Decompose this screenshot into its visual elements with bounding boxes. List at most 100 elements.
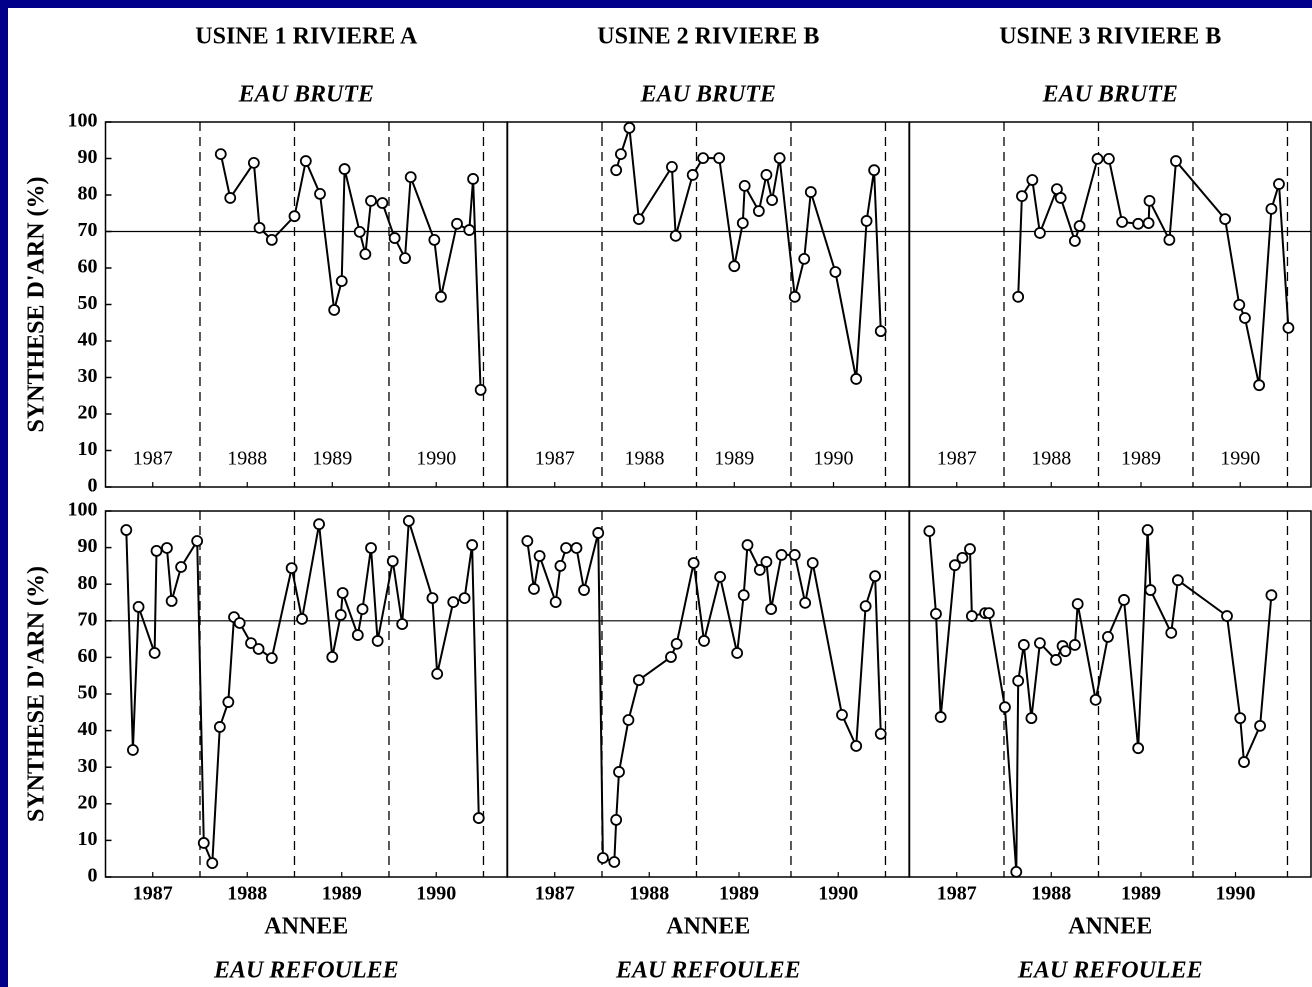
data-point: [1071, 598, 1084, 610]
data-point: [328, 304, 341, 316]
y-tick-label: 0: [88, 475, 98, 497]
data-point: [965, 610, 978, 622]
data-point: [1144, 584, 1157, 596]
data-point: [428, 233, 441, 246]
panel-subtitle: EAU BRUTE: [238, 82, 374, 108]
data-point: [127, 744, 139, 756]
data-point: [285, 562, 298, 574]
x-tick-label: 1989: [1121, 448, 1161, 470]
data-point: [314, 188, 326, 200]
plot-frame: [908, 121, 1312, 488]
data-point: [356, 603, 369, 615]
data-point: [1253, 379, 1266, 392]
data-point: [396, 618, 409, 630]
data-point: [799, 596, 812, 609]
data-point: [247, 156, 260, 169]
data-point: [610, 814, 623, 826]
panel-subtitle: EAU BRUTE: [1042, 82, 1178, 108]
data-point: [698, 635, 710, 647]
y-axis-label: SYNTHESE D'ARN (%): [24, 566, 50, 822]
data-point: [753, 564, 766, 576]
data-point: [265, 652, 278, 665]
data-point: [435, 290, 447, 303]
data-point: [150, 544, 163, 557]
data-point: [570, 542, 583, 554]
panel-title: USINE 3 RIVIERE B: [999, 24, 1221, 50]
data-point: [1234, 712, 1247, 725]
data-point: [365, 194, 377, 207]
data-point: [404, 171, 417, 184]
data-point: [622, 714, 635, 726]
data-point: [1219, 213, 1232, 225]
data-point: [1221, 610, 1233, 622]
data-point: [613, 766, 625, 778]
data-point: [326, 651, 339, 663]
x-tick-label: 1990: [1216, 883, 1256, 905]
y-tick-label: 50: [78, 292, 98, 314]
data-point: [1116, 216, 1129, 228]
data-point: [120, 524, 133, 536]
data-point: [623, 121, 636, 134]
data-point: [296, 613, 308, 625]
x-tick-label: 1989: [719, 883, 759, 905]
data-point: [930, 607, 942, 620]
data-point: [388, 232, 401, 244]
data-point: [1012, 290, 1025, 303]
y-tick-label: 70: [78, 608, 98, 630]
data-point: [222, 696, 235, 708]
data-point: [224, 192, 237, 204]
y-tick-label: 30: [78, 755, 98, 777]
x-tick-label: 1990: [416, 883, 456, 905]
x-tick-label: 1987: [133, 448, 173, 470]
data-point: [1132, 742, 1145, 755]
data-point: [560, 542, 572, 554]
data-point: [592, 527, 605, 539]
data-point: [447, 596, 460, 609]
x-tick-label: 1987: [133, 883, 173, 905]
data-point: [252, 643, 265, 655]
y-tick-label: 100: [68, 499, 98, 521]
data-point: [451, 217, 463, 230]
x-tick-label: 1987: [535, 448, 575, 470]
x-tick-label: 1988: [629, 883, 669, 905]
data-point: [666, 160, 678, 173]
data-point: [472, 812, 485, 824]
data-point: [1025, 712, 1038, 725]
x-tick-label: 1989: [714, 448, 754, 470]
data-point: [353, 225, 366, 238]
data-point: [741, 539, 754, 551]
data-point: [1050, 654, 1062, 666]
data-point: [351, 629, 364, 641]
data-point: [1239, 312, 1251, 324]
data-point: [1143, 194, 1156, 207]
x-tick-label: 1987: [937, 883, 977, 905]
data-point: [775, 549, 788, 561]
data-point: [788, 549, 801, 561]
data-point: [687, 557, 700, 569]
data-point: [1171, 574, 1184, 587]
data-point: [399, 252, 411, 265]
data-point: [850, 373, 863, 385]
data-point: [313, 518, 325, 531]
x-tick-label: 1988: [227, 448, 267, 470]
y-tick-label: 40: [78, 329, 98, 351]
data-point: [868, 164, 881, 177]
panel-subtitle: EAU REFOULEE: [1017, 958, 1203, 984]
data-point: [467, 173, 479, 185]
data-point: [1282, 321, 1295, 334]
data-point: [431, 667, 444, 680]
data-point: [549, 596, 562, 609]
data-point: [148, 647, 161, 659]
data-point: [956, 551, 969, 564]
data-point: [214, 148, 227, 161]
data-point: [731, 647, 744, 659]
y-tick-label: 80: [78, 183, 98, 205]
data-point: [265, 233, 278, 246]
data-point: [334, 609, 347, 621]
data-point: [1073, 220, 1086, 232]
data-point: [578, 584, 590, 596]
data-point: [1265, 589, 1278, 602]
data-point: [773, 152, 786, 165]
data-point: [458, 592, 471, 605]
y-tick-label: 90: [78, 146, 98, 168]
